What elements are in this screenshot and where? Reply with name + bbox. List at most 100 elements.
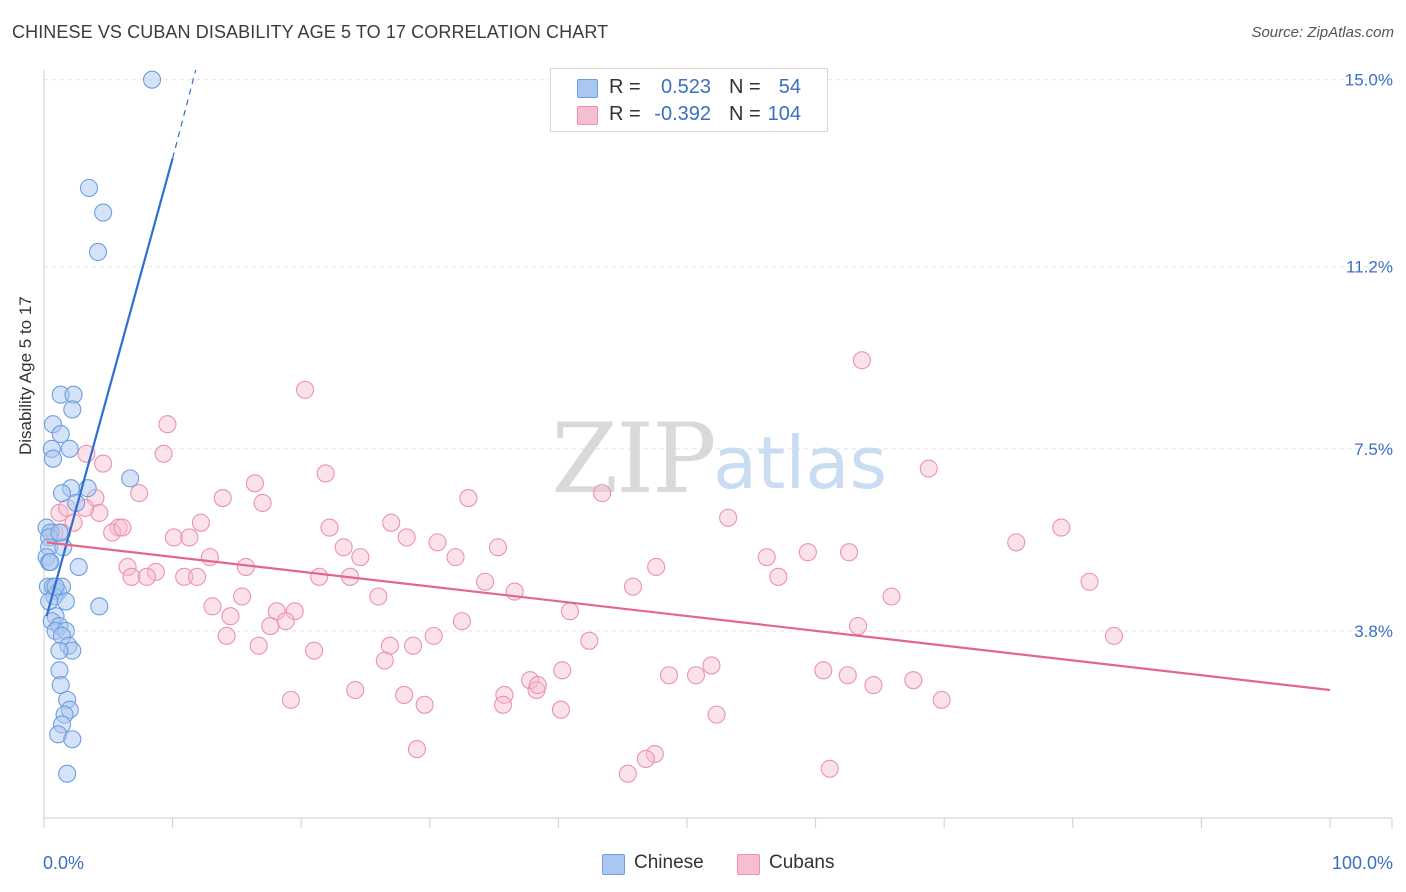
y-tick-labels: 3.8% 7.5% 11.2% 15.0% (1345, 71, 1393, 641)
chinese-trendline-extension (172, 69, 197, 159)
cubans-point (814, 661, 833, 680)
x-ticks (43, 818, 1393, 828)
cubans-point (932, 690, 951, 709)
cubans-point (118, 557, 137, 577)
cubans-point (864, 676, 883, 695)
cubans-point (213, 489, 232, 508)
cubans-point (200, 548, 219, 567)
cubans-point (203, 597, 222, 616)
r-label: R = (609, 103, 641, 125)
cubans-point (838, 666, 857, 685)
cubans-point (1104, 626, 1124, 645)
chinese-point (58, 764, 77, 783)
cubans-point (707, 705, 726, 724)
r-label: R = (609, 76, 641, 98)
cubans-point (424, 626, 443, 645)
y-axis-label: Disability Age 5 to 17 (16, 296, 35, 455)
cubans-point (320, 518, 339, 537)
cubans-point (94, 454, 113, 473)
chinese-legend-swatch (602, 854, 625, 875)
cubans-point (623, 577, 643, 596)
cubans-point (137, 567, 156, 586)
cubans-point (757, 548, 776, 567)
chinese-point (88, 242, 108, 262)
chinese-point (94, 203, 113, 222)
cubans-point (476, 572, 495, 591)
cubans-point (310, 567, 329, 586)
cubans-point (296, 380, 315, 399)
chinese-point (52, 484, 72, 503)
cubans-point (882, 587, 901, 606)
cubans-point (820, 759, 839, 778)
cubans-point (375, 651, 394, 670)
chinese-swatch (577, 79, 598, 98)
cubans-point (1007, 533, 1026, 552)
cubans-point (217, 626, 236, 645)
cubans-trendline (46, 541, 1331, 692)
cubans-point (580, 631, 599, 650)
x-tick-labels: 0.0% 100.0% (43, 853, 1393, 873)
chinese-point (142, 70, 162, 89)
cubans-point (245, 474, 264, 493)
chinese-point (50, 641, 69, 660)
cubans-point (852, 351, 871, 370)
n-label: N = (729, 103, 761, 125)
cubans-point (164, 528, 183, 547)
cubans-point (1080, 572, 1099, 591)
legend-row-cubans: R = -0.392 N = 104 (551, 101, 827, 127)
cubans-point (407, 740, 426, 759)
legend-label-cubans: Cubans (769, 852, 835, 873)
cubans-point (316, 464, 335, 483)
cubans-series (45, 351, 1124, 783)
cubans-point (659, 666, 679, 685)
cubans-point (253, 493, 272, 513)
cubans-point (187, 567, 207, 586)
cubans-point (446, 548, 465, 567)
cubans-point (494, 695, 513, 714)
watermark: ZIP atlas (551, 403, 887, 515)
cubans-point (285, 602, 304, 621)
y-tick-label: 3.8% (1354, 622, 1393, 641)
legend-row-chinese: R = 0.523 N = 54 (551, 74, 827, 100)
cubans-point (702, 656, 721, 675)
cubans-point (428, 533, 447, 552)
cubans-point (382, 513, 401, 532)
cubans-point (130, 484, 149, 503)
cubans-point (191, 513, 210, 532)
cubans-point (459, 489, 478, 508)
chart-title: CHINESE VS CUBAN DISABILITY AGE 5 TO 17 … (12, 22, 609, 42)
cubans-point (553, 661, 572, 680)
cubans-point (488, 538, 508, 557)
cubans-point (351, 548, 370, 567)
cubans-point (276, 612, 295, 631)
cubans-point (839, 543, 859, 562)
gridlines (44, 79, 1392, 632)
cubans-point (90, 503, 109, 522)
cubans-point (719, 508, 738, 527)
chinese-point (79, 178, 99, 198)
chinese-point (41, 553, 60, 572)
chinese-trendline (45, 158, 174, 617)
cubans-point (249, 636, 268, 655)
cubans-point (1052, 518, 1071, 537)
cubans-point (495, 685, 514, 704)
cubans-point (305, 641, 324, 660)
cubans-point (769, 567, 788, 586)
correlation-legend: R = 0.523 N = 54 R = -0.392 N = 104 (550, 68, 828, 132)
cubans-point (551, 700, 571, 719)
chinese-point (51, 425, 70, 444)
r-value: 0.523 (660, 76, 711, 98)
chinese-point (69, 557, 88, 577)
series-legend: Chinese Cubans (0, 850, 1406, 880)
y-tick-label: 7.5% (1354, 440, 1393, 459)
cubans-point (154, 444, 173, 463)
cubans-point (113, 518, 132, 537)
n-value: 104 (767, 103, 801, 125)
cubans-swatch (577, 106, 598, 125)
chinese-point (90, 597, 109, 616)
cubans-point (103, 523, 122, 542)
cubans-point (618, 764, 637, 783)
cubans-point (919, 459, 938, 478)
cubans-point (645, 744, 664, 764)
cubans-point (848, 616, 868, 636)
